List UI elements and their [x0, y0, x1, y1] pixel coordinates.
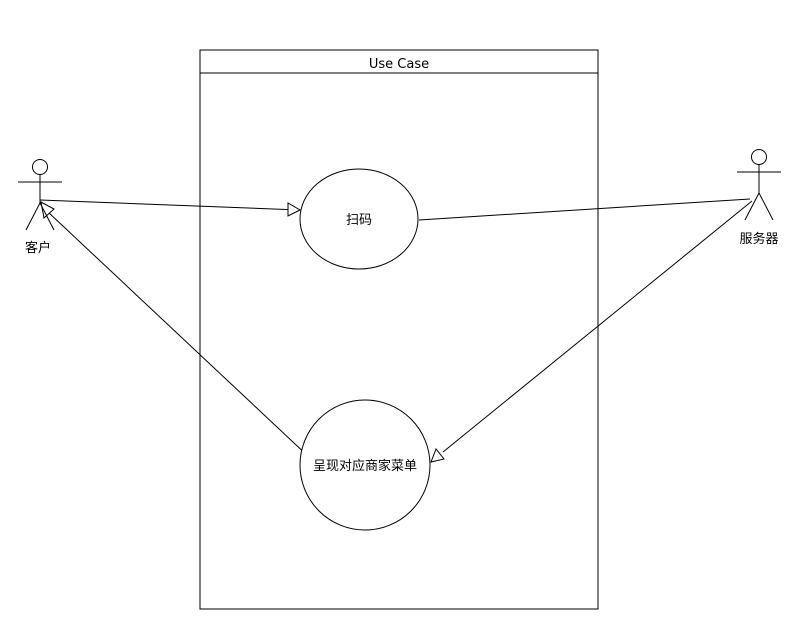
- use-case-show-menu-label: 呈现对应商家菜单: [313, 458, 417, 474]
- system-boundary-frame: [199, 49, 599, 610]
- use-case-scan[interactable]: 扫码: [299, 168, 419, 270]
- use-case-scan-label: 扫码: [346, 213, 372, 228]
- arrowhead-scan: [287, 202, 302, 217]
- arrowhead-customer: [40, 201, 55, 219]
- actor-server-label: 服务器: [739, 231, 778, 247]
- system-boundary-title: Use Case: [369, 57, 429, 72]
- use-case-show-menu[interactable]: 呈现对应商家菜单: [299, 399, 431, 531]
- actor-customer-label: 客户: [25, 240, 51, 256]
- arrowhead-menu: [430, 448, 445, 463]
- stick-figure-icon: [737, 149, 781, 221]
- association-server-menu: [442, 200, 753, 453]
- system-boundary: Use Case: [199, 49, 599, 610]
- associations: [39, 198, 753, 463]
- use-case-scan-ellipse: [299, 168, 419, 270]
- actor-server[interactable]: 服务器: [737, 149, 781, 248]
- association-scan-server: [418, 198, 751, 221]
- association-menu-customer: [47, 211, 311, 459]
- use-case-show-menu-ellipse: [299, 399, 431, 531]
- association-customer-scan: [39, 199, 300, 211]
- stick-figure-icon: [18, 159, 62, 231]
- actor-customer[interactable]: 客户: [18, 159, 62, 257]
